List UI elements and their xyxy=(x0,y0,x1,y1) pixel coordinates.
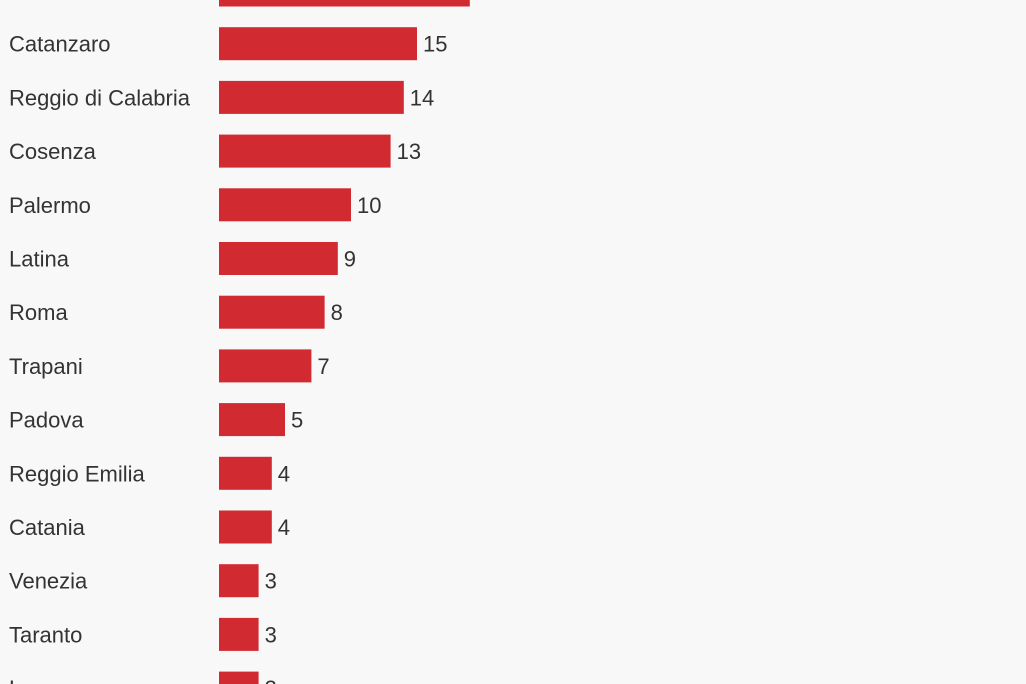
bar xyxy=(219,134,391,168)
value-label: 4 xyxy=(278,461,290,486)
bar xyxy=(219,27,417,61)
bar xyxy=(219,510,272,544)
bar-row: L... 3 xyxy=(9,671,277,684)
bar xyxy=(219,80,404,114)
category-label: Padova xyxy=(9,408,84,433)
category-label: Palermo xyxy=(9,193,91,218)
value-label: 13 xyxy=(397,139,421,164)
value-label: 4 xyxy=(278,515,290,540)
category-label: Roma xyxy=(9,300,68,325)
value-label: 5 xyxy=(291,408,303,433)
bar xyxy=(219,349,312,383)
bar-row: Trapani 7 xyxy=(9,349,330,383)
bar xyxy=(219,188,351,222)
bar-row: Catania 4 xyxy=(9,510,290,544)
bar xyxy=(219,456,272,490)
bar xyxy=(219,671,259,684)
bar-row: Padova 5 xyxy=(9,403,303,437)
value-label: 9 xyxy=(344,247,356,272)
bar xyxy=(219,617,259,651)
bar xyxy=(219,0,470,7)
bar-row: Cosenza 13 xyxy=(9,134,421,168)
bar xyxy=(219,403,285,437)
category-label: Catania xyxy=(9,515,86,540)
value-label: 3 xyxy=(265,569,277,594)
bar-row: Venezia 3 xyxy=(9,564,277,598)
bar-row: Palermo 10 xyxy=(9,188,381,222)
category-label: Reggio di Calabria xyxy=(9,85,191,110)
value-label: 7 xyxy=(317,354,329,379)
category-label: Venezia xyxy=(9,569,88,594)
category-label: L... xyxy=(9,676,40,684)
value-label: 3 xyxy=(265,622,277,647)
bar-row: Reggio Emilia 4 xyxy=(9,456,290,490)
bar xyxy=(219,295,325,329)
category-label: Latina xyxy=(9,247,70,272)
category-label: Catanzaro xyxy=(9,32,111,57)
category-label: Cosenza xyxy=(9,139,97,164)
category-label: Trapani xyxy=(9,354,83,379)
chart-rows: Catanzaro 15 Reggio di Calabria 14 Cosenza 13… xyxy=(9,0,470,684)
value-label: 15 xyxy=(423,32,447,57)
bar xyxy=(219,242,338,275)
value-label: 8 xyxy=(331,300,343,325)
bar xyxy=(219,564,259,598)
value-label: 14 xyxy=(410,85,434,110)
category-label: Reggio Emilia xyxy=(9,461,145,486)
value-label: 3 xyxy=(265,676,277,684)
bar-row xyxy=(219,0,470,7)
bar-row: Catanzaro 15 xyxy=(9,27,447,61)
bar-row: Reggio di Calabria 14 xyxy=(9,80,434,114)
value-label: 10 xyxy=(357,193,381,218)
category-label: Taranto xyxy=(9,622,82,647)
bar-row: Roma 8 xyxy=(9,295,343,329)
bar-row: Taranto 3 xyxy=(9,617,277,651)
bar-row: Latina 9 xyxy=(9,242,356,275)
